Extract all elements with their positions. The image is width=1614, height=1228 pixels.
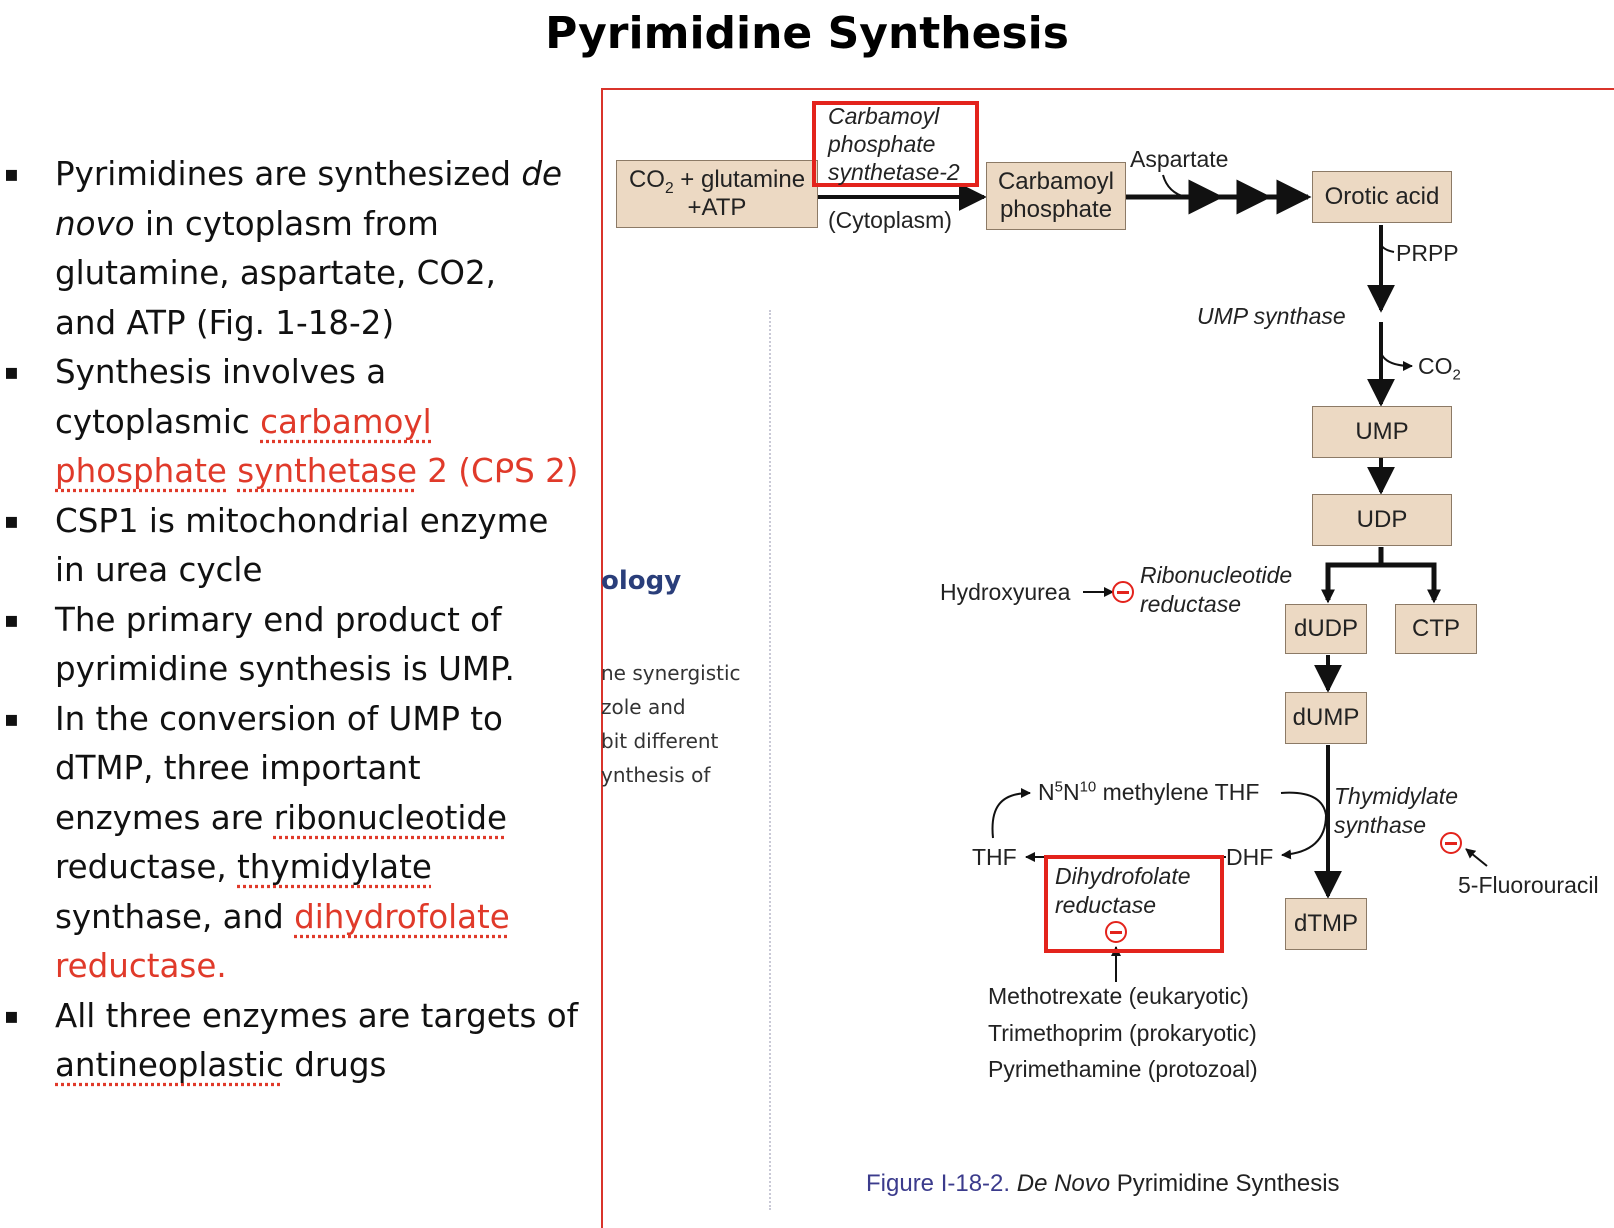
label-n5n10-methylene-thf: N5N10 methylene THF xyxy=(1038,778,1260,805)
arrow-fluorouracil xyxy=(1465,848,1488,867)
background-line: bit different xyxy=(601,729,719,753)
node-dtmp: dTMP xyxy=(1285,898,1367,950)
arrow-co2-release xyxy=(1380,352,1413,371)
column-divider xyxy=(769,310,771,1210)
arrow-thf-to-n5n10 xyxy=(991,788,1031,839)
bullet-item: ▪ CSP1 is mitochondrial enzyme in urea cyc… xyxy=(4,501,549,590)
label-hydroxyurea: Hydroxyurea xyxy=(940,579,1071,605)
node-co2-glutamine-atp: CO2 + glutamine +ATP xyxy=(616,160,818,228)
arrow-udp-branch xyxy=(1325,547,1437,600)
page-title: Pyrimidine Synthesis xyxy=(545,8,1069,59)
background-line: ynthesis of xyxy=(601,763,711,787)
label-trimethoprim: Trimethoprim (prokaryotic) xyxy=(988,1020,1257,1046)
bullet-item: ▪ All three enzymes are targets of antineo… xyxy=(4,996,579,1085)
label-5-fluorouracil: 5-Fluorouracil xyxy=(1458,872,1599,898)
enzyme-dihydrofolate-reductase: Dihydrofolate reductase xyxy=(1055,863,1191,918)
node-carbamoyl-phosphate: Carbamoyl phosphate xyxy=(986,162,1126,230)
node-ump: UMP xyxy=(1312,406,1452,458)
label-prpp: PRPP xyxy=(1396,240,1459,266)
figure-frame xyxy=(601,88,1614,1228)
inhibition-icon xyxy=(1105,921,1127,943)
bullet-item: ▪ The primary end product of pyrimidine sy… xyxy=(4,600,515,689)
label-co2-released: CO2 xyxy=(1418,353,1461,384)
bullet-item: ▪ Synthesis involves a cytoplasmic carbamo… xyxy=(4,353,579,490)
background-text: ne synergistic zole and bit different yn… xyxy=(601,656,741,792)
label-thf: THF xyxy=(972,844,1017,870)
node-dudp: dUDP xyxy=(1285,604,1367,654)
figure-caption: Figure I-18-2. De Novo Pyrimidine Synthe… xyxy=(866,1170,1340,1197)
label-dhf: DHF xyxy=(1226,844,1274,870)
enzyme-thymidylate-synthase: Thymidylate synthase xyxy=(1334,783,1458,838)
bullet-list: ▪ Pyrimidines are synthesized de novo in … xyxy=(0,150,600,1091)
label-methotrexate: Methotrexate (eukaryotic) xyxy=(988,983,1249,1009)
bullet-item: ▪ In the conversion of UMP to dTMP, three … xyxy=(4,699,510,986)
bullet-item: ▪ Pyrimidines are synthesized de novo in … xyxy=(4,155,563,342)
arrow-n5n10-to-dhf xyxy=(1280,791,1328,860)
enzyme-ump-synthase: UMP synthase xyxy=(1197,303,1346,329)
highlight-box-cps2 xyxy=(812,101,979,187)
node-orotic-acid: Orotic acid xyxy=(1312,171,1452,223)
inhibition-icon xyxy=(1440,832,1462,854)
label-aspartate: Aspartate xyxy=(1130,146,1229,172)
inhibition-icon xyxy=(1112,581,1134,603)
background-line: zole and xyxy=(601,695,686,719)
arrow-aspartate-join xyxy=(1162,174,1187,198)
node-dump: dUMP xyxy=(1285,692,1367,744)
enzyme-ribonucleotide-reductase: Ribonucleotide reductase xyxy=(1140,562,1293,617)
label-cytoplasm: (Cytoplasm) xyxy=(828,207,952,233)
background-line: ne synergistic xyxy=(601,661,741,685)
background-heading: ology xyxy=(601,566,682,596)
label-pyrimethamine: Pyrimethamine (protozoal) xyxy=(988,1056,1258,1082)
node-ctp: CTP xyxy=(1395,604,1477,654)
enzyme-carbamoyl-phosphate-synthetase-2: Carbamoyl phosphate synthetase-2 xyxy=(828,103,960,185)
arrow-prpp-join xyxy=(1380,244,1395,253)
highlight-box-dhfr xyxy=(1044,855,1224,953)
node-udp: UDP xyxy=(1312,494,1452,546)
